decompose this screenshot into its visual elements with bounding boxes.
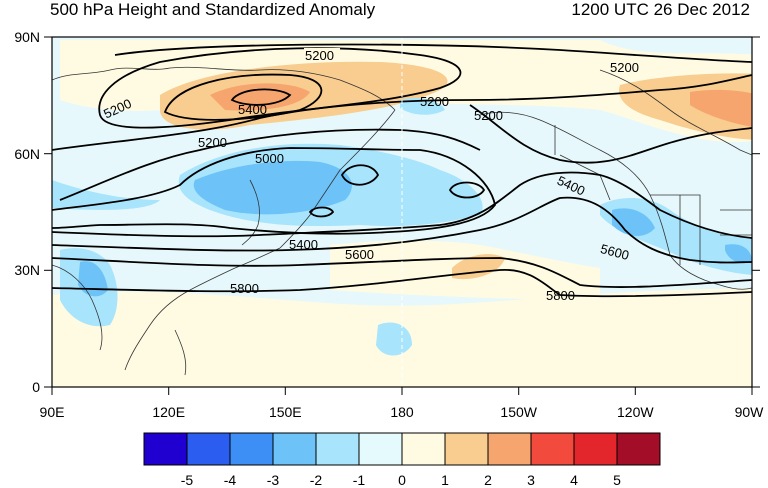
coastline — [554, 125, 611, 201]
warm-anomaly-area — [690, 89, 752, 127]
contour-label: 5400 — [238, 102, 267, 117]
colorbar-label: 0 — [398, 472, 406, 488]
contour-label: 5400 — [289, 237, 318, 252]
contour-5600 — [52, 196, 752, 264]
colorbar-box — [616, 432, 661, 466]
cool-anomaly-area — [376, 322, 412, 356]
contour-closed-low — [308, 206, 335, 218]
colorbar-label: 2 — [484, 472, 492, 488]
lon-tick-label: 180 — [390, 404, 414, 420]
lon-axis: 90E 120E 150E 180 150W 120W 90W — [40, 404, 765, 420]
lat-tick-label: 30N — [14, 262, 40, 278]
coastline — [241, 179, 260, 246]
contour-label: 5200 — [610, 60, 639, 75]
lon-tick-label: 150E — [269, 404, 302, 420]
contour-5400 — [52, 171, 752, 239]
coastline — [279, 109, 396, 249]
colorbar-label: 1 — [441, 472, 449, 488]
coastline — [174, 329, 187, 376]
lon-tick-label: 90W — [735, 404, 765, 420]
cool-anomaly-area — [725, 244, 752, 264]
axis-ticks — [44, 36, 760, 395]
lon-tick-label: 90E — [40, 404, 65, 420]
contour-5800 — [52, 269, 752, 298]
contour-closed-low — [448, 181, 486, 199]
warm-anomaly-area — [210, 83, 310, 111]
contour-5200-polar-high — [98, 47, 462, 129]
coastline — [599, 69, 752, 156]
coastline — [124, 247, 281, 371]
cool-anomaly-area — [612, 208, 655, 236]
coastlines — [52, 66, 752, 376]
contour-label: 5200 — [474, 108, 503, 123]
colorbar-label: -2 — [310, 472, 323, 488]
lat-tick-label: 60N — [14, 146, 40, 162]
colorbar: -5 -4 -3 -2 -1 0 1 2 3 4 5 — [143, 432, 661, 488]
contour-5200-north — [114, 43, 752, 63]
valid-time: 1200 UTC 26 Dec 2012 — [571, 0, 750, 19]
map-title: 500 hPa Height and Standardized Anomaly — [50, 0, 376, 19]
state-borders — [650, 194, 752, 265]
colorbar-label: 3 — [527, 472, 535, 488]
colorbar-label: -1 — [353, 472, 366, 488]
colorbar-label: -5 — [181, 472, 194, 488]
colorbar-box — [186, 432, 231, 466]
lon-tick-label: 120E — [152, 404, 185, 420]
colorbar-label: -4 — [224, 472, 237, 488]
contour-5700 — [52, 257, 752, 288]
contour-label: 5800 — [546, 288, 575, 303]
contour-label: 5800 — [230, 281, 259, 296]
colorbar-box — [272, 432, 317, 466]
contour-closed-high — [230, 88, 292, 106]
contour-5200-east — [469, 104, 752, 164]
warm-light-area — [120, 324, 280, 360]
colorbar-box — [487, 432, 532, 466]
coastline — [52, 66, 396, 111]
coastline — [479, 111, 752, 290]
contour-5100 — [59, 128, 481, 201]
cool-anomaly-area — [78, 261, 108, 297]
coastline — [52, 264, 103, 351]
colorbar-box — [315, 432, 360, 466]
colorbar-box — [358, 432, 403, 466]
contour-label: 5200 — [420, 94, 449, 109]
colorbar-label: 4 — [570, 472, 578, 488]
colorbar-label: -3 — [267, 472, 280, 488]
cool-anomaly-area — [400, 98, 445, 115]
contour-label: 5600 — [345, 247, 374, 262]
contour-label-bg — [304, 48, 340, 62]
colorbar-box — [229, 432, 274, 466]
contour-label: 5200 — [305, 48, 334, 63]
colorbar-box — [530, 432, 575, 466]
lat-axis: 90N 60N 30N 0 — [14, 29, 40, 395]
colorbar-box — [444, 432, 489, 466]
lon-tick-label: 120W — [617, 404, 654, 420]
lat-tick-label: 90N — [14, 29, 40, 45]
contour-5000 — [52, 147, 496, 235]
cool-anomaly-area — [193, 160, 352, 215]
colorbar-label: 5 — [613, 472, 621, 488]
colorbar-box — [143, 432, 188, 466]
lat-tick-label: 0 — [32, 379, 40, 395]
lon-tick-label: 150W — [500, 404, 537, 420]
contour-5400-closed — [163, 73, 323, 121]
contour-5200 — [52, 74, 752, 151]
contour-label: 5000 — [255, 151, 284, 166]
height-contours — [52, 43, 752, 298]
contour-label: 5600 — [599, 241, 631, 263]
contour-closed-low — [340, 164, 380, 186]
colorbar-box — [573, 432, 618, 466]
colorbar-box — [401, 432, 446, 466]
contour-label: 5200 — [198, 135, 227, 150]
cool-anomaly-area — [52, 180, 160, 210]
